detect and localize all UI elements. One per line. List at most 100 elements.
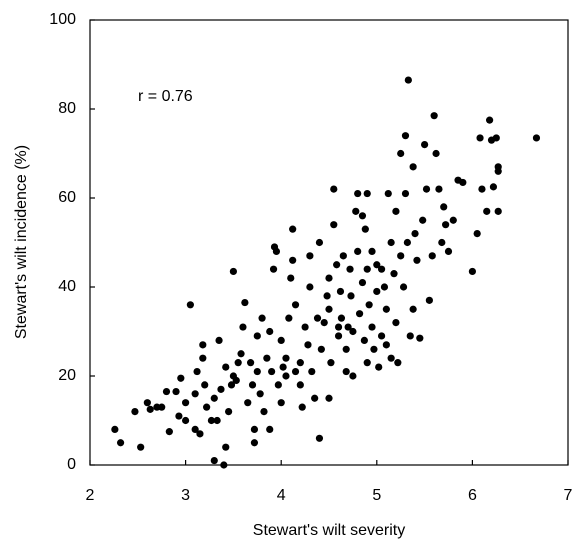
- point: [220, 461, 228, 469]
- point: [403, 238, 411, 247]
- point: [355, 310, 364, 318]
- point: [308, 367, 316, 376]
- point: [349, 327, 357, 336]
- x-tick-label: 7: [564, 487, 573, 504]
- point: [334, 332, 343, 340]
- point: [325, 274, 333, 282]
- point: [285, 314, 293, 322]
- point: [266, 327, 274, 336]
- point: [250, 425, 259, 433]
- point: [411, 230, 419, 238]
- point: [368, 247, 376, 255]
- point: [444, 247, 453, 255]
- point: [315, 238, 324, 247]
- point: [111, 425, 119, 433]
- point: [416, 334, 424, 342]
- point: [248, 381, 257, 389]
- point: [217, 385, 225, 393]
- point: [272, 247, 281, 255]
- annotation: r = 0.76: [138, 88, 193, 105]
- point: [425, 296, 433, 304]
- point: [532, 134, 541, 142]
- point: [274, 381, 282, 389]
- point: [363, 359, 371, 367]
- point: [325, 305, 333, 313]
- point: [182, 416, 190, 425]
- point: [363, 265, 371, 273]
- point: [468, 267, 476, 276]
- point: [404, 76, 412, 84]
- point: [370, 345, 378, 353]
- point: [375, 363, 383, 371]
- point: [483, 207, 491, 215]
- point: [392, 207, 400, 215]
- point: [401, 189, 410, 198]
- x-tick-label: 6: [468, 487, 477, 504]
- point: [368, 323, 376, 331]
- point: [382, 305, 390, 313]
- point: [432, 149, 440, 158]
- point: [162, 387, 171, 396]
- point: [317, 345, 325, 353]
- point: [253, 332, 261, 340]
- x-tick-label: 4: [277, 487, 286, 504]
- point: [296, 359, 304, 367]
- point: [363, 189, 371, 198]
- point: [354, 189, 362, 198]
- point: [269, 265, 278, 273]
- point: [175, 412, 183, 420]
- point: [260, 408, 268, 416]
- point: [428, 252, 436, 260]
- point: [442, 221, 450, 229]
- point: [347, 292, 355, 300]
- point: [492, 134, 500, 142]
- point: [440, 203, 448, 211]
- point: [354, 247, 362, 255]
- point: [409, 305, 417, 313]
- point: [327, 359, 335, 367]
- point: [244, 399, 252, 407]
- point: [225, 408, 233, 416]
- point: [304, 341, 312, 349]
- point: [143, 399, 151, 407]
- point: [232, 376, 240, 385]
- point: [365, 301, 373, 309]
- point: [165, 428, 173, 436]
- point: [239, 323, 247, 331]
- point: [397, 149, 405, 158]
- point: [489, 183, 498, 191]
- point: [337, 314, 346, 322]
- point: [358, 278, 367, 287]
- point: [311, 394, 319, 402]
- point: [210, 456, 218, 465]
- point: [279, 363, 287, 371]
- point: [282, 372, 290, 380]
- point: [301, 323, 309, 331]
- plot-frame: [89, 19, 569, 466]
- point: [263, 354, 271, 362]
- point: [315, 434, 324, 442]
- point: [449, 216, 457, 224]
- point: [201, 381, 209, 389]
- point: [320, 319, 328, 327]
- point: [358, 212, 367, 220]
- y-axis-label: Stewart's wilt incidence (%): [13, 145, 30, 339]
- point: [191, 425, 199, 433]
- point: [291, 301, 300, 309]
- point: [177, 374, 185, 382]
- y-tick-label: 80: [58, 100, 76, 117]
- point: [298, 403, 306, 411]
- point: [435, 185, 443, 193]
- point: [344, 323, 352, 331]
- point: [352, 207, 360, 215]
- point: [253, 367, 261, 376]
- y-tick-label: 20: [58, 367, 76, 384]
- point: [193, 367, 201, 376]
- point: [258, 314, 266, 322]
- point: [330, 185, 338, 193]
- point: [373, 287, 381, 296]
- point: [199, 341, 207, 349]
- point: [413, 256, 421, 264]
- point: [406, 332, 414, 340]
- point: [186, 301, 194, 309]
